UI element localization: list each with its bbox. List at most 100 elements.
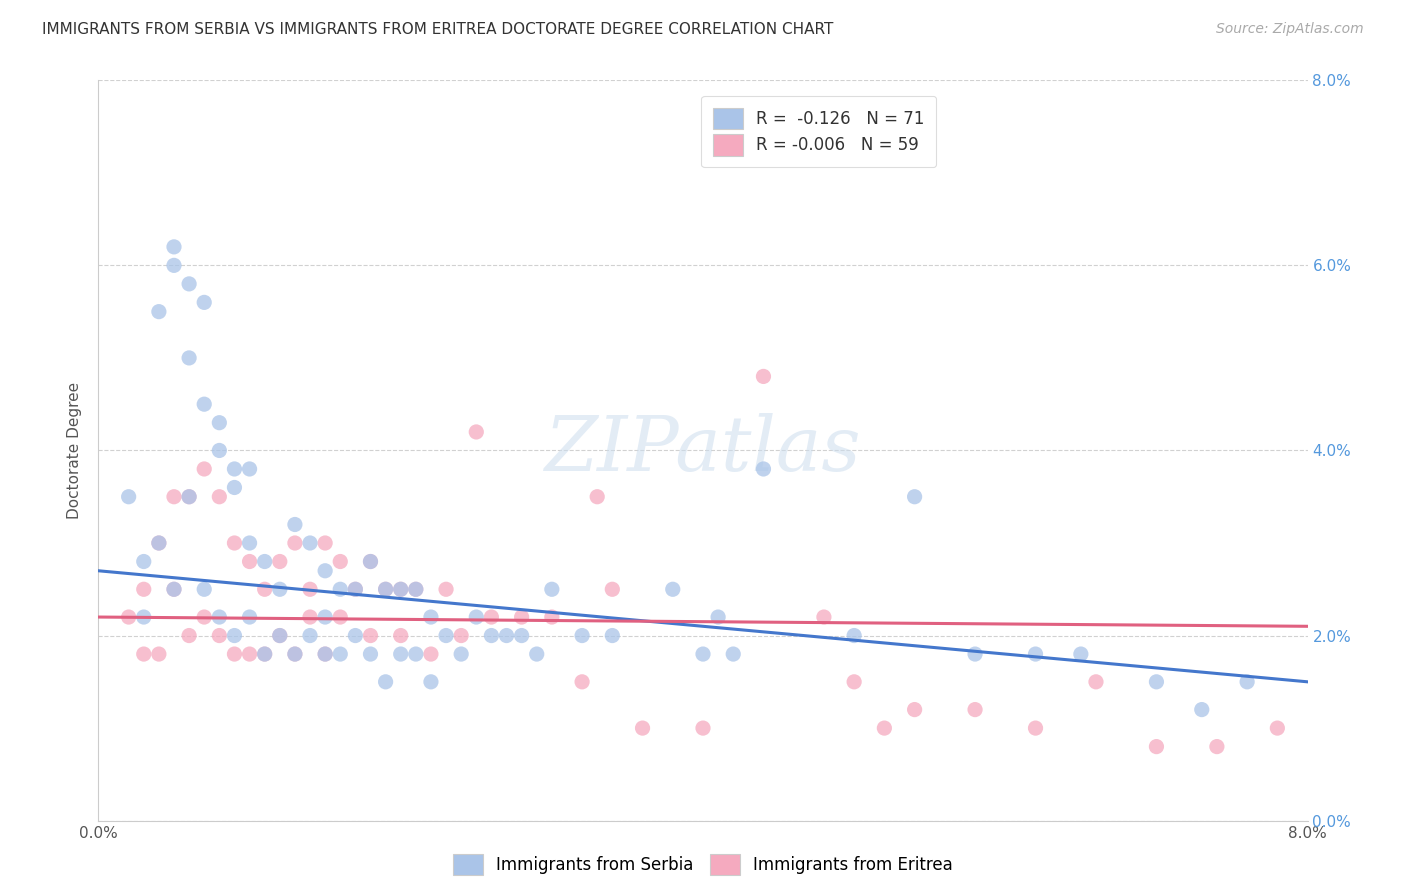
Point	[344, 582, 367, 597]
Point	[269, 554, 291, 569]
Point	[253, 582, 276, 597]
Point	[374, 582, 396, 597]
Point	[450, 647, 472, 661]
Point	[132, 582, 155, 597]
Point	[450, 628, 472, 642]
Point	[224, 628, 246, 642]
Point	[208, 628, 231, 642]
Point	[420, 674, 443, 689]
Point	[193, 582, 215, 597]
Point	[239, 554, 262, 569]
Point	[420, 647, 443, 661]
Point	[148, 536, 170, 550]
Point	[284, 517, 307, 532]
Point	[208, 443, 231, 458]
Text: IMMIGRANTS FROM SERBIA VS IMMIGRANTS FROM ERITREA DOCTORATE DEGREE CORRELATION C: IMMIGRANTS FROM SERBIA VS IMMIGRANTS FRO…	[42, 22, 834, 37]
Point	[360, 647, 382, 661]
Point	[692, 647, 714, 661]
Point	[434, 582, 457, 597]
Point	[299, 536, 322, 550]
Point	[299, 582, 322, 597]
Point	[253, 554, 276, 569]
Point	[179, 490, 201, 504]
Text: Source: ZipAtlas.com: Source: ZipAtlas.com	[1216, 22, 1364, 37]
Point	[118, 610, 141, 624]
Point	[586, 490, 609, 504]
Point	[602, 628, 624, 642]
Point	[193, 610, 215, 624]
Point	[163, 259, 186, 273]
Point	[208, 416, 231, 430]
Point	[904, 490, 927, 504]
Point	[239, 647, 262, 661]
Point	[873, 721, 896, 735]
Point	[179, 628, 201, 642]
Point	[269, 628, 291, 642]
Point	[374, 582, 396, 597]
Point	[132, 647, 155, 661]
Point	[752, 462, 775, 476]
Point	[510, 628, 533, 642]
Point	[1025, 647, 1047, 661]
Point	[904, 703, 927, 717]
Point	[631, 721, 654, 735]
Point	[1236, 674, 1258, 689]
Point	[314, 647, 336, 661]
Point	[360, 554, 382, 569]
Point	[148, 536, 170, 550]
Point	[163, 582, 186, 597]
Point	[193, 295, 215, 310]
Point	[844, 674, 866, 689]
Point	[389, 582, 412, 597]
Point	[239, 462, 262, 476]
Point	[224, 536, 246, 550]
Point	[329, 647, 352, 661]
Point	[253, 647, 276, 661]
Point	[163, 490, 186, 504]
Point	[495, 628, 517, 642]
Point	[148, 304, 170, 318]
Point	[1191, 703, 1213, 717]
Point	[526, 647, 548, 661]
Point	[465, 425, 488, 439]
Point	[269, 628, 291, 642]
Text: ZIPatlas: ZIPatlas	[544, 414, 862, 487]
Point	[723, 647, 745, 661]
Point	[132, 554, 155, 569]
Point	[224, 647, 246, 661]
Point	[344, 628, 367, 642]
Point	[284, 647, 307, 661]
Point	[314, 536, 336, 550]
Point	[284, 536, 307, 550]
Y-axis label: Doctorate Degree: Doctorate Degree	[67, 382, 83, 519]
Point	[208, 490, 231, 504]
Point	[510, 610, 533, 624]
Point	[118, 490, 141, 504]
Point	[602, 582, 624, 597]
Point	[179, 351, 201, 365]
Point	[360, 628, 382, 642]
Point	[344, 582, 367, 597]
Point	[314, 564, 336, 578]
Point	[284, 647, 307, 661]
Point	[1085, 674, 1108, 689]
Point	[253, 647, 276, 661]
Point	[389, 647, 412, 661]
Point	[239, 610, 262, 624]
Point	[481, 628, 503, 642]
Point	[661, 582, 683, 597]
Point	[1146, 739, 1168, 754]
Point	[329, 582, 352, 597]
Point	[707, 610, 730, 624]
Point	[239, 536, 262, 550]
Point	[269, 582, 291, 597]
Point	[405, 582, 427, 597]
Point	[420, 610, 443, 624]
Point	[405, 647, 427, 661]
Point	[208, 610, 231, 624]
Point	[389, 628, 412, 642]
Point	[434, 628, 457, 642]
Point	[481, 610, 503, 624]
Point	[179, 277, 201, 291]
Point	[965, 647, 987, 661]
